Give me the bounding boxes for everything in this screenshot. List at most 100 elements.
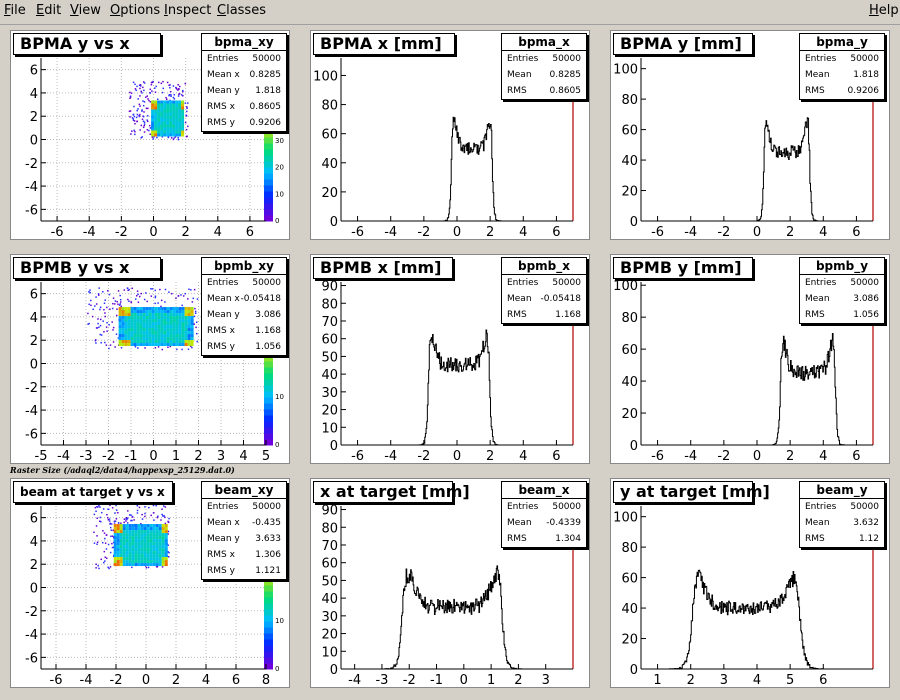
heatmap-cell bbox=[133, 307, 137, 311]
heatmap-cell bbox=[154, 296, 157, 299]
stats-value: 0.8285 bbox=[249, 70, 282, 80]
heatmap-cell bbox=[122, 554, 126, 558]
stats-row: Entries 50000 bbox=[502, 499, 586, 515]
heatmap-cell bbox=[93, 531, 95, 534]
y-tick-label: -4 bbox=[25, 180, 38, 195]
heatmap-cell bbox=[169, 109, 173, 113]
heatmap-cell bbox=[164, 506, 167, 508]
heatmap-cell bbox=[128, 548, 132, 552]
heatmap-cell bbox=[152, 560, 156, 564]
heatmap-cell bbox=[131, 566, 133, 569]
y-tick-label: 80 bbox=[321, 99, 338, 114]
histogram-pad-bpmb-y[interactable]: -6 -4 -2 0 2 4 6 100 80 60 40 20 0 BPMB y [mm] bpmb_y E… bbox=[610, 254, 890, 464]
heatmap-cell bbox=[102, 508, 105, 510]
heatmap-cell bbox=[131, 524, 135, 528]
heatmap-cell bbox=[107, 518, 110, 521]
heatmap-cell bbox=[181, 340, 185, 344]
heatmap-cell bbox=[158, 542, 162, 546]
heatmap-cell bbox=[148, 325, 152, 329]
heatmap-cell bbox=[157, 337, 161, 341]
heatmap-cell bbox=[175, 316, 179, 320]
heatmap-cell bbox=[116, 560, 120, 564]
y-tick-label: 10 bbox=[321, 645, 338, 660]
stats-row: Entries 50000 bbox=[202, 51, 286, 67]
heatmap-cell bbox=[124, 328, 128, 332]
stats-value: 1.304 bbox=[555, 534, 581, 544]
heatmap-cell bbox=[157, 343, 161, 347]
heatmap-cell bbox=[175, 331, 179, 335]
heatmap-cell bbox=[112, 326, 115, 329]
heatmap-cell bbox=[119, 554, 123, 558]
heatmap-cell bbox=[167, 556, 170, 558]
heatmap-cell bbox=[139, 319, 143, 323]
heatmap-cell bbox=[140, 90, 143, 93]
heatmap-cell bbox=[128, 533, 132, 537]
heatmap-cell bbox=[125, 517, 128, 519]
menu-view[interactable]: View bbox=[70, 3, 101, 18]
heatmap-cell bbox=[154, 127, 158, 131]
color-scale-segment bbox=[264, 627, 273, 634]
histogram-pad-beam-x[interactable]: -4 -3 -2 -1 0 1 2 3 90 80 70 60 50 40 30 20 10 0 x at targ… bbox=[310, 478, 590, 688]
heatmap-cell bbox=[136, 310, 140, 314]
menu-classes[interactable]: Classes bbox=[217, 3, 266, 18]
heatmap-cell bbox=[130, 307, 134, 311]
heatmap-cell bbox=[193, 315, 196, 318]
color-scale-tick-label: 10 bbox=[275, 393, 284, 401]
heatmap-cell bbox=[146, 527, 150, 531]
heatmap-cell bbox=[164, 524, 168, 528]
heatmap-cell bbox=[116, 533, 120, 537]
heatmap-cell bbox=[142, 115, 145, 118]
heatmap-cell bbox=[175, 310, 179, 314]
color-scale-tick-label: 0 bbox=[275, 441, 279, 449]
histogram-pad-beam-y[interactable]: 1 2 3 4 5 6 100 80 60 40 20 0 y at target [mm] beam_y… bbox=[610, 478, 890, 688]
menu-file[interactable]: File bbox=[4, 3, 26, 18]
heatmap-cell bbox=[100, 341, 102, 344]
heatmap-cells bbox=[128, 80, 189, 141]
x-tick-label: -2 bbox=[417, 225, 430, 240]
heatmap-cell bbox=[128, 560, 132, 564]
heatmap-cell bbox=[175, 118, 179, 122]
heatmap-cell bbox=[188, 288, 190, 291]
heatmap-cell bbox=[181, 115, 185, 119]
heatmap-cell bbox=[109, 551, 112, 554]
menu-help[interactable]: Help bbox=[869, 3, 899, 18]
heatmap-cell bbox=[128, 288, 130, 291]
heatmap-cell bbox=[161, 542, 165, 546]
heatmap-cell bbox=[166, 118, 170, 122]
heatmap-cell bbox=[170, 94, 172, 96]
heatmap-cell bbox=[125, 536, 129, 540]
heatmap-cell bbox=[122, 548, 126, 552]
heatmap-cell bbox=[131, 519, 133, 522]
heatmap-cell bbox=[148, 307, 152, 311]
heatmap-cell bbox=[146, 533, 150, 537]
heatmap-cell bbox=[163, 121, 167, 125]
menu-edit[interactable]: Edit bbox=[36, 3, 62, 18]
histogram-pad-bpmb-x[interactable]: -6 -4 -2 0 2 4 6 90 80 70 60 50 40 30 20 10 0 BPMB x [mm]… bbox=[310, 254, 590, 464]
heatmap-cell bbox=[145, 307, 149, 311]
stats-value: 1.12 bbox=[858, 534, 879, 544]
heatmap-cell bbox=[161, 136, 164, 138]
heatmap-cell bbox=[154, 103, 158, 107]
stats-box: bpmb_y Entries 50000 Mean 3.086 RMS 1.056 bbox=[799, 257, 885, 324]
heatmap-cell bbox=[151, 337, 155, 341]
y-tick-label: 6 bbox=[30, 288, 38, 303]
heatmap-cell bbox=[104, 560, 106, 562]
histogram-pad-bpma-y[interactable]: -6 -4 -2 0 2 4 6 100 80 60 40 20 0 BPMA y [mm] bpma_y E… bbox=[610, 30, 890, 240]
heatmap-cell bbox=[164, 522, 167, 525]
heatmap-cell bbox=[154, 316, 158, 320]
menu-options[interactable]: Options bbox=[110, 3, 161, 18]
stats-row: RMS y 0.9206 bbox=[202, 115, 286, 131]
heatmap-cell bbox=[94, 506, 97, 509]
heatmap-cell bbox=[128, 542, 132, 546]
heatmap-cell bbox=[157, 515, 159, 518]
heatmap-cell bbox=[135, 89, 137, 92]
heatmap-cell bbox=[166, 316, 170, 320]
heatmap-cell bbox=[99, 333, 102, 336]
stats-value: 1.168 bbox=[555, 310, 581, 320]
stats-key: RMS x bbox=[207, 550, 235, 560]
histogram-pad-bpma-x[interactable]: -6 -4 -2 0 2 4 6 100 80 60 40 20 0 BPMA x [mm] bpma_x E… bbox=[310, 30, 590, 240]
menu-inspect[interactable]: Inspect bbox=[164, 3, 212, 18]
